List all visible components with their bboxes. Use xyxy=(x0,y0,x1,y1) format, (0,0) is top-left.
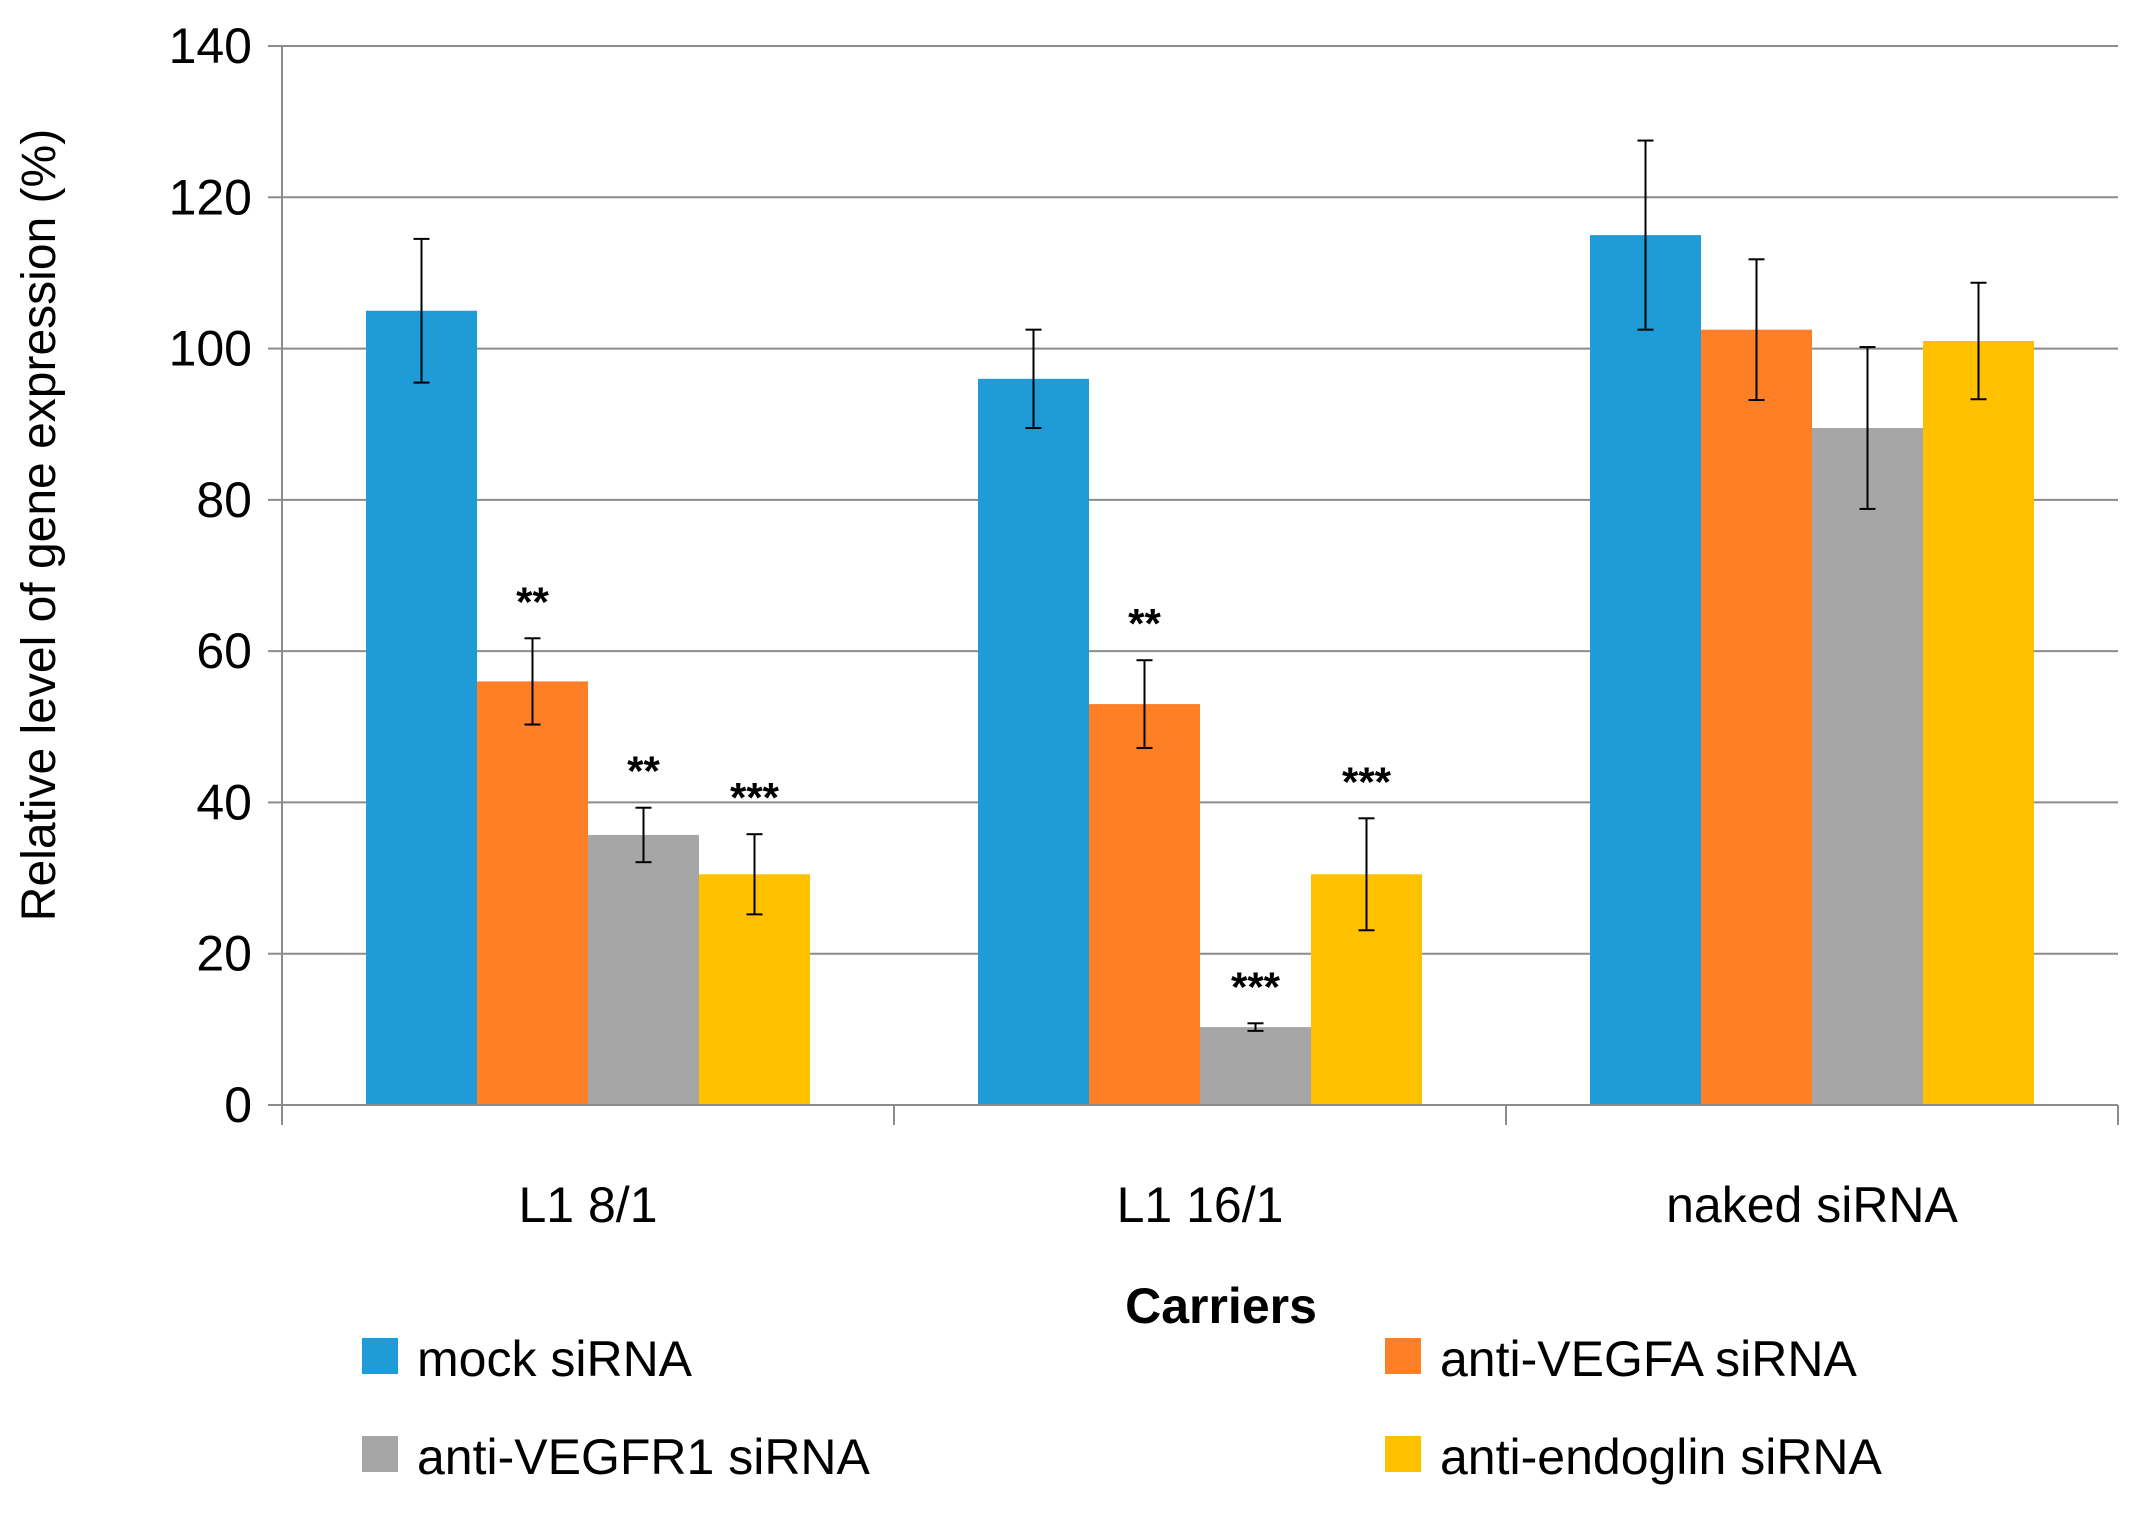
legend-label: anti-VEGFA siRNA xyxy=(1440,1331,1857,1387)
axes: 0 20 40 60 80 100 120 140 L1 8/1 L1 16/1 naked siR… xyxy=(169,18,2119,1233)
significance-label: *** xyxy=(1342,758,1392,805)
legend-item: anti-VEGFR1 siRNA xyxy=(362,1429,871,1485)
error-bar xyxy=(524,637,541,726)
error-bar xyxy=(1136,659,1153,749)
bars-group xyxy=(366,235,2034,1105)
legend-item: mock siRNA xyxy=(362,1331,693,1387)
y-axis-label: Relative level of gene expression (%) xyxy=(13,129,66,921)
bar xyxy=(1812,427,1923,1105)
bar xyxy=(477,681,588,1105)
error-bar xyxy=(746,833,763,916)
x-tick-label: naked siRNA xyxy=(1666,1177,1958,1233)
y-tick-label: 80 xyxy=(196,472,252,528)
legend-swatch xyxy=(1385,1338,1421,1374)
y-tick-label: 0 xyxy=(224,1077,252,1133)
error-bar xyxy=(1358,817,1375,932)
x-tick-label: L1 16/1 xyxy=(1117,1177,1284,1233)
legend-item: anti-VEGFA siRNA xyxy=(1385,1331,1857,1387)
legend-label: anti-VEGFR1 siRNA xyxy=(417,1429,871,1485)
legend-swatch xyxy=(1385,1436,1421,1472)
error-bar xyxy=(635,806,652,864)
bar xyxy=(978,378,1089,1105)
legend-label: anti-endoglin siRNA xyxy=(1440,1429,1883,1485)
y-tick-label: 60 xyxy=(196,623,252,679)
y-tick-label: 140 xyxy=(169,18,252,74)
significance-label: *** xyxy=(1231,963,1281,1010)
axis-labels: Relative level of gene expression (%) Ca… xyxy=(13,129,1317,1334)
error-bar xyxy=(413,237,430,384)
y-tick-label: 20 xyxy=(196,926,252,982)
significance-marks: *************** xyxy=(516,578,1392,1010)
error-bar xyxy=(1637,139,1654,331)
bar xyxy=(1089,704,1200,1105)
bar xyxy=(588,834,699,1105)
error-bar xyxy=(1970,281,1987,401)
bar xyxy=(366,310,477,1105)
significance-label: ** xyxy=(627,748,660,795)
error-bars-group xyxy=(413,139,1987,1032)
error-bar xyxy=(1247,1022,1264,1032)
y-tick-label: 100 xyxy=(169,321,252,377)
bar xyxy=(1701,329,1812,1105)
y-tick-label: 120 xyxy=(169,169,252,225)
x-axis-label: Carriers xyxy=(1125,1278,1317,1334)
legend-swatch xyxy=(362,1436,398,1472)
legend-item: anti-endoglin siRNA xyxy=(1385,1429,1883,1485)
significance-label: ** xyxy=(516,578,549,625)
bar xyxy=(1590,235,1701,1105)
bar xyxy=(1200,1027,1311,1105)
legend-swatch xyxy=(362,1338,398,1374)
error-bar xyxy=(1748,258,1765,402)
error-bar xyxy=(1025,328,1042,429)
error-bar xyxy=(1859,346,1876,510)
bar xyxy=(1923,341,2034,1105)
legend: mock siRNA anti-VEGFA siRNA anti-VEGFR1 si… xyxy=(362,1331,1883,1485)
significance-label: ** xyxy=(1128,600,1161,647)
x-tick-label: L1 8/1 xyxy=(518,1177,657,1233)
significance-label: *** xyxy=(730,774,780,821)
y-tick-label: 40 xyxy=(196,774,252,830)
legend-label: mock siRNA xyxy=(417,1331,693,1387)
